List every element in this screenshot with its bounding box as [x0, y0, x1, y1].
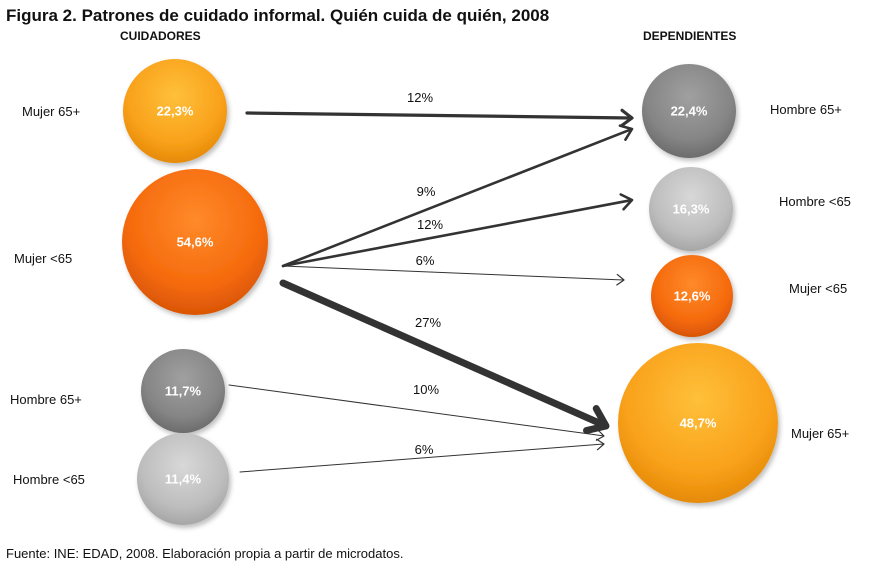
- flow-mujer-lt65-to-hombre-65plus-arrowhead: [618, 124, 634, 141]
- caregiver-mujer-lt65-value: 54,6%: [177, 235, 214, 250]
- source-footer: Fuente: INE: EDAD, 2008. Elaboración pro…: [6, 546, 404, 561]
- caregiver-mujer-65plus-bubble: [123, 59, 227, 163]
- flow-hombre-65plus-to-mujer-65plus-line: [228, 384, 604, 437]
- flow-mujer-lt65-to-mujer-65plus-line: [279, 279, 606, 428]
- flow-mujer-lt65-to-hombre-65plus-line: [281, 128, 632, 268]
- caregiver-hombre-lt65-bubble: [137, 433, 229, 525]
- flow-mujer-65plus-to-hombre-65plus-arrowhead: [620, 108, 634, 127]
- caregiver-hombre-65plus-value: 11,7%: [165, 384, 202, 399]
- caregiver-mujer-65plus-value: 22,3%: [157, 104, 194, 119]
- flow-mujer-lt65-to-mujer-lt65-arrowhead: [616, 273, 625, 286]
- caregiver-hombre-65plus-label: Hombre 65+: [10, 392, 82, 407]
- dependent-mujer-65plus-value: 48,7%: [680, 416, 717, 431]
- labels: 12% 9% 12% 6% 27% 10% 6% 22,3% Mujer 65+ 54,6% Muj…: [10, 90, 851, 487]
- caregiver-mujer-lt65-label: Mujer <65: [14, 251, 72, 266]
- flow-hombre-lt65-to-mujer-65plus-line: [239, 443, 604, 473]
- flow-mujer-lt65-to-hombre-lt65-line: [281, 198, 632, 268]
- flow-mujer-lt65-to-mujer-lt65-percent: 6%: [416, 253, 435, 268]
- caregiver-mujer-lt65-bubble: [122, 169, 268, 315]
- dependent-mujer-lt65-bubble: [651, 255, 733, 337]
- flow-mujer-lt65-to-mujer-65plus-percent: 27%: [415, 315, 441, 330]
- flow-mujer-lt65-to-mujer-lt65-line: [282, 265, 624, 281]
- dependent-hombre-lt65-value: 16,3%: [673, 202, 710, 217]
- dependent-mujer-lt65-value: 12,6%: [674, 289, 711, 304]
- figure-title: Figura 2. Patrones de cuidado informal. …: [6, 6, 550, 25]
- caregivers-header: CUIDADORES: [120, 29, 201, 43]
- caregiver-hombre-lt65-label: Hombre <65: [13, 472, 85, 487]
- dependent-mujer-65plus-bubble: [618, 343, 778, 503]
- dependent-mujer-lt65-label: Mujer <65: [789, 281, 847, 296]
- flow-hombre-lt65-to-mujer-65plus-percent: 6%: [415, 442, 434, 457]
- flow-mujer-lt65-to-hombre-65plus-percent: 9%: [417, 184, 436, 199]
- dependents-header: DEPENDIENTES: [643, 29, 737, 43]
- flow-mujer-lt65-to-hombre-lt65-arrowhead: [619, 193, 634, 211]
- caregiver-hombre-lt65-value: 11,4%: [165, 472, 202, 487]
- flow-mujer-65plus-to-hombre-65plus-line: [245, 111, 632, 120]
- dependent-hombre-65plus-bubble: [642, 64, 736, 158]
- flow-hombre-65plus-to-mujer-65plus-percent: 10%: [413, 382, 439, 397]
- flow-mujer-lt65-to-mujer-65plus-arrowhead: [583, 405, 610, 434]
- flow-arrows: [228, 108, 634, 473]
- flow-hombre-65plus-to-mujer-65plus-arrowhead: [595, 429, 605, 441]
- caregiver-hombre-65plus-bubble: [141, 349, 225, 433]
- dependent-hombre-lt65-bubble: [649, 167, 733, 251]
- dependent-hombre-lt65-label: Hombre <65: [779, 194, 851, 209]
- flow-mujer-65plus-to-hombre-65plus-percent: 12%: [407, 90, 433, 105]
- dependent-hombre-65plus-label: Hombre 65+: [770, 102, 842, 117]
- dependent-hombre-65plus-value: 22,4%: [671, 104, 708, 119]
- bubbles: [122, 59, 778, 525]
- flow-mujer-lt65-to-hombre-lt65-percent: 12%: [417, 217, 443, 232]
- caregiver-mujer-65plus-label: Mujer 65+: [22, 104, 80, 119]
- flow-hombre-lt65-to-mujer-65plus-arrowhead: [596, 438, 605, 451]
- dependent-mujer-65plus-label: Mujer 65+: [791, 426, 849, 441]
